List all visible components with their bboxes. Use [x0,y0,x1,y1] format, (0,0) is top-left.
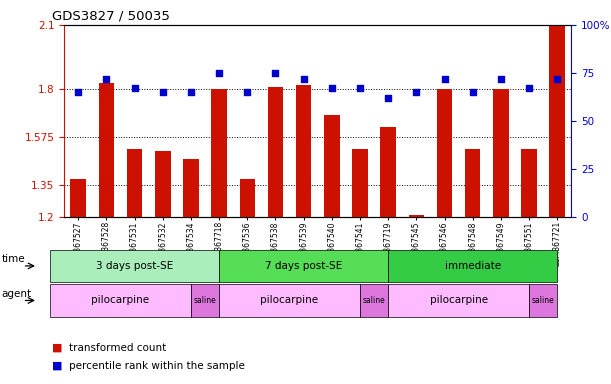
Point [327,85,337,91]
Bar [409,215,424,217]
Point [186,89,196,95]
Point [214,70,224,76]
Point [468,89,478,95]
Bar [352,149,368,217]
Point [524,85,534,91]
Bar [183,159,199,217]
Point [411,89,421,95]
Bar [98,83,114,217]
Text: pilocarpine: pilocarpine [260,295,318,306]
Bar [521,149,537,217]
Point [383,95,393,101]
Text: pilocarpine: pilocarpine [92,295,150,306]
Bar [465,149,480,217]
Bar [240,179,255,217]
Text: percentile rank within the sample: percentile rank within the sample [69,361,245,371]
Bar [437,89,452,217]
Bar [268,87,284,217]
Bar [211,89,227,217]
Point [130,85,139,91]
Bar [155,151,170,217]
Text: saline: saline [363,296,386,305]
Text: saline: saline [194,296,216,305]
Bar [324,114,340,217]
Text: ■: ■ [52,361,62,371]
Bar [549,25,565,217]
Text: transformed count: transformed count [69,343,166,353]
Text: GDS3827 / 50035: GDS3827 / 50035 [52,10,170,23]
Bar [127,149,142,217]
Text: pilocarpine: pilocarpine [430,295,488,306]
Point [158,89,167,95]
Point [496,76,506,82]
Text: 7 days post-SE: 7 days post-SE [265,261,342,271]
Point [101,76,111,82]
Bar [493,89,508,217]
Text: ■: ■ [52,343,62,353]
Bar [381,127,396,217]
Text: 3 days post-SE: 3 days post-SE [96,261,173,271]
Point [271,70,280,76]
Point [299,76,309,82]
Point [243,89,252,95]
Text: time: time [1,254,25,264]
Bar [296,85,312,217]
Point [355,85,365,91]
Point [73,89,83,95]
Text: immediate: immediate [445,261,501,271]
Point [440,76,450,82]
Text: agent: agent [1,288,31,299]
Point [552,76,562,82]
Bar [70,179,86,217]
Text: saline: saline [532,296,555,305]
